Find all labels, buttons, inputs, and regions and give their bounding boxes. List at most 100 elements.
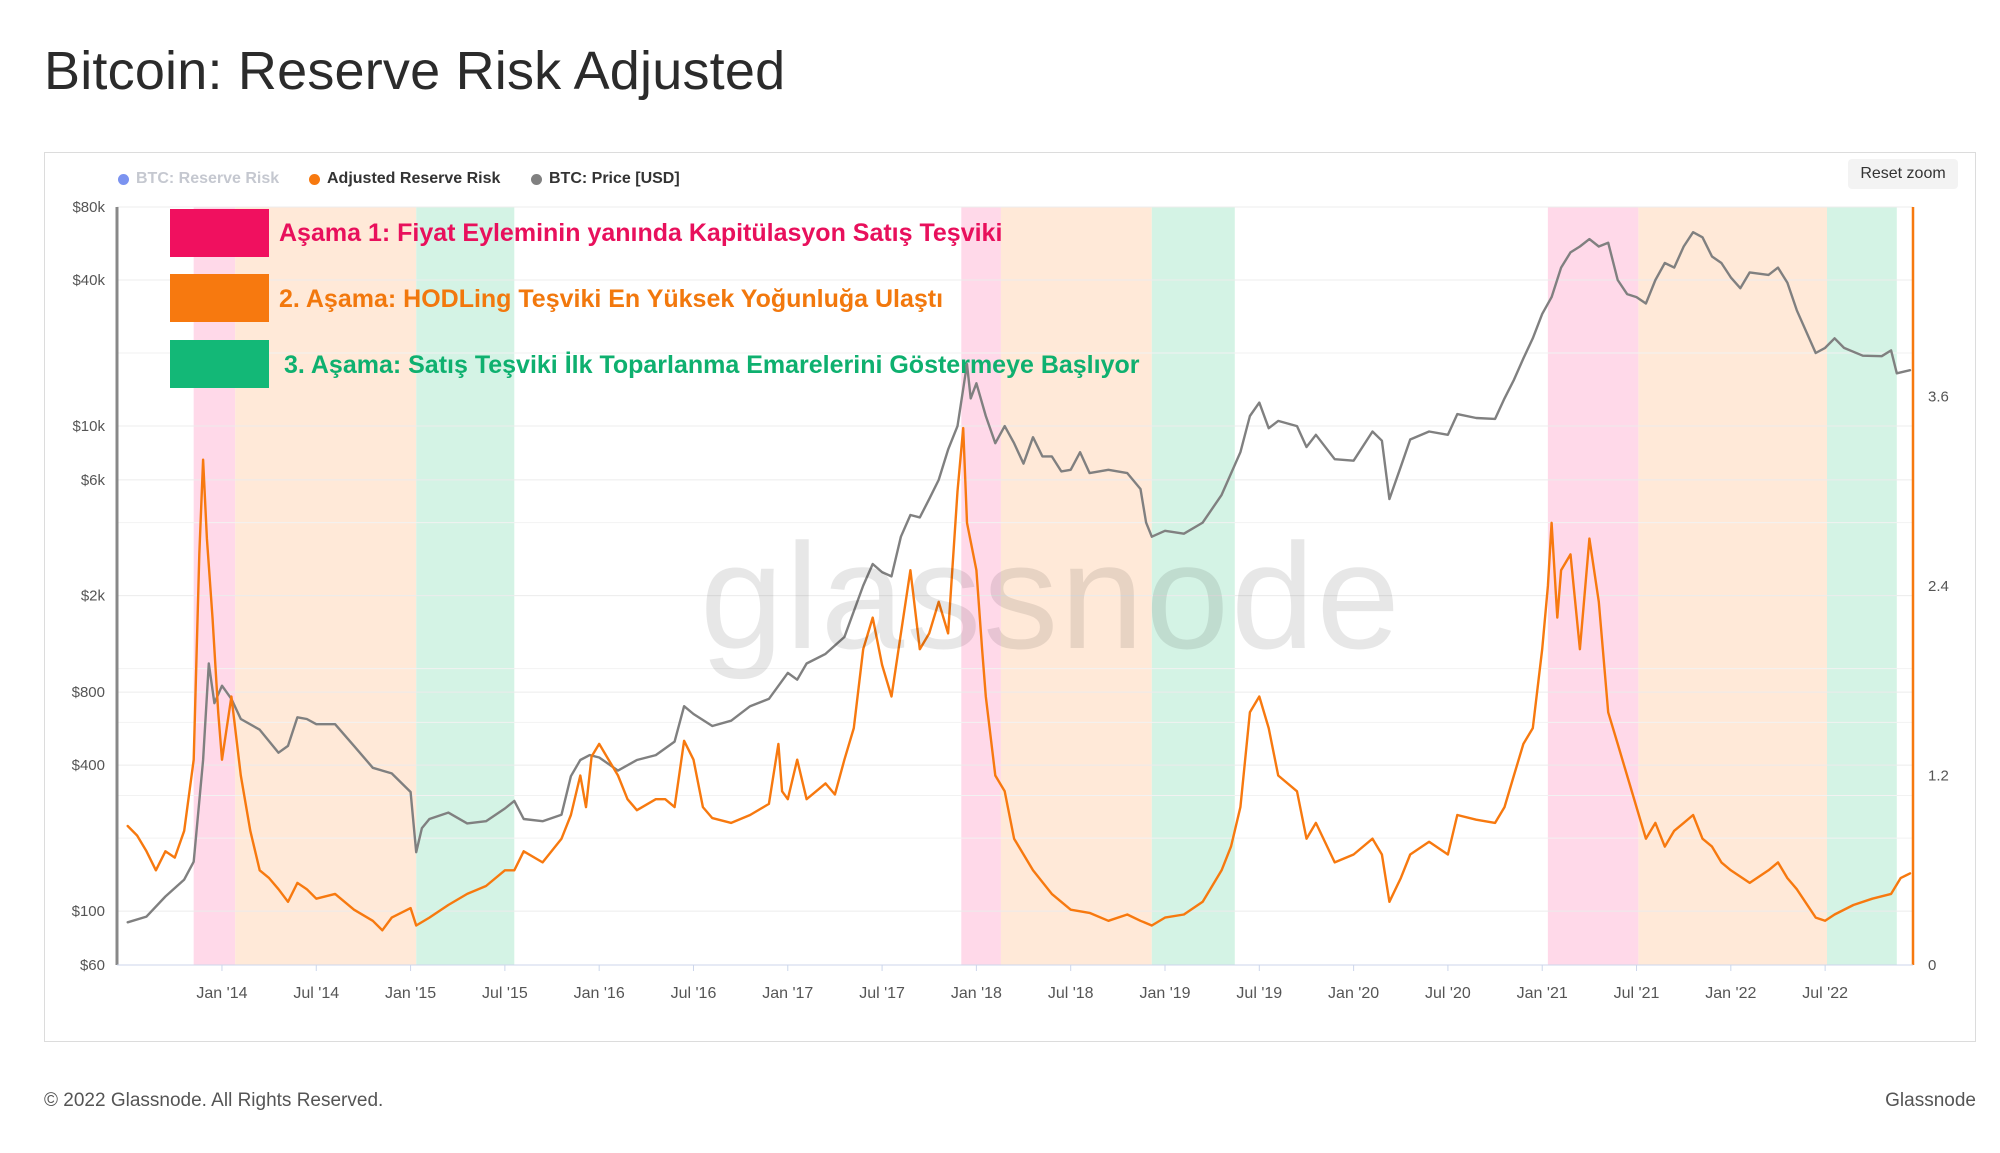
x-tick-label: Jan '18 (951, 985, 1002, 1002)
price-point (636, 759, 638, 761)
price-point (1513, 379, 1515, 381)
reserve-risk-point (655, 798, 657, 800)
price-point (410, 791, 412, 793)
reserve-risk-point (259, 869, 261, 871)
price-point (1239, 451, 1241, 453)
reserve-risk-point (1202, 901, 1204, 903)
reserve-risk-point (834, 793, 836, 796)
x-tick-label: Jul '15 (482, 985, 528, 1002)
reserve-risk-point (198, 553, 200, 556)
reserve-risk-point (1409, 853, 1411, 856)
price-point (485, 820, 487, 822)
reserve-risk-point (240, 774, 242, 777)
phase-band-2 (1638, 207, 1828, 965)
reserve-risk-point (1579, 648, 1581, 650)
x-tick-label: Jul '22 (1802, 985, 1848, 1002)
legend-dot-icon (531, 173, 542, 185)
reserve-risk-point (768, 803, 770, 805)
price-point (692, 713, 695, 715)
y-left-tick-label: $800 (72, 684, 105, 701)
reserve-risk-point (1711, 846, 1713, 848)
reserve-risk-point (1767, 869, 1770, 871)
price-point (1258, 402, 1260, 404)
reserve-risk-point (221, 759, 223, 761)
reserve-risk-point (1522, 743, 1524, 745)
price-point (466, 822, 468, 825)
reserve-risk-point (1569, 553, 1572, 556)
reset-zoom-button[interactable]: Reset zoom (1848, 159, 1958, 189)
reserve-risk-point (636, 809, 638, 811)
price-point (1371, 430, 1374, 433)
price-point (1315, 434, 1317, 436)
x-tick-label: Jul '18 (1048, 985, 1094, 1002)
reserve-risk-point (1532, 727, 1534, 729)
price-point (1701, 236, 1704, 238)
x-tick-label: Jul '21 (1614, 985, 1660, 1002)
reserve-risk-point (1513, 774, 1515, 777)
reserve-risk-point (909, 569, 912, 571)
watermark: glassnode (700, 512, 1402, 680)
y-left-tick-label: $10k (72, 418, 105, 435)
price-point (1664, 262, 1666, 264)
price-point (787, 672, 789, 674)
reserve-risk-point (1447, 853, 1449, 856)
x-tick-label: Jan '22 (1705, 985, 1756, 1002)
price-point (1221, 494, 1223, 496)
price-point (1032, 436, 1034, 438)
price-point (956, 425, 959, 427)
reserve-risk-point (1249, 711, 1251, 713)
price-point (1503, 397, 1506, 399)
legend-item-btc-price[interactable]: BTC: Price [USD] (531, 170, 680, 188)
reserve-risk-point (1051, 893, 1053, 895)
reserve-risk-point (975, 569, 978, 571)
reserve-risk-point (956, 490, 959, 492)
legend-item-reserve-risk[interactable]: BTC: Reserve Risk (118, 170, 279, 188)
reserve-risk-point (127, 825, 129, 827)
price-point (928, 498, 930, 500)
reserve-risk-point (872, 617, 874, 619)
y-left-tick-label: $80k (72, 199, 105, 216)
reserve-risk-point (843, 759, 846, 761)
price-point (1588, 238, 1590, 240)
price-point (1541, 313, 1543, 315)
price-point (127, 921, 129, 923)
price-point (513, 800, 515, 802)
reserve-risk-point (1070, 909, 1072, 911)
reserve-risk-point (1494, 822, 1496, 824)
reserve-risk-point (513, 869, 515, 871)
reserve-risk-point (608, 759, 610, 761)
price-point (1522, 357, 1524, 359)
reserve-risk-point (570, 814, 572, 816)
phase-1-label: Aşama 1: Fiyat Eyleminin yanında Kapitül… (279, 219, 1003, 247)
price-point (523, 818, 525, 820)
price-point (504, 807, 506, 810)
legend-item-adjusted-reserve-risk[interactable]: Adjusted Reserve Risk (309, 170, 500, 188)
price-point (570, 775, 572, 777)
reserve-risk-point (415, 924, 417, 927)
reserve-risk-point (381, 929, 383, 931)
price-point (1202, 522, 1204, 524)
x-tick-label: Jan '21 (1517, 985, 1568, 1002)
reserve-risk-point (1305, 838, 1308, 840)
reserve-risk-point (287, 901, 289, 903)
reserve-risk-point (1834, 913, 1836, 916)
reserve-risk-point (1626, 774, 1628, 777)
reserve-risk-point (1607, 711, 1609, 713)
reserve-risk-point (560, 838, 563, 840)
reserve-risk-point (1720, 861, 1722, 864)
y-right-tick-label: 2.4 (1928, 578, 1949, 595)
price-point (862, 585, 864, 587)
reserve-risk-point (523, 850, 525, 852)
reserve-risk-point (1221, 869, 1223, 871)
phase-2-label: 2. Aşama: HODLing Teşviki En Yüksek Yoğu… (279, 285, 944, 313)
price-point (1786, 282, 1788, 284)
reserve-risk-point (1683, 822, 1685, 824)
price-point (579, 759, 581, 761)
price-point (994, 442, 996, 444)
price-point (296, 716, 298, 718)
reserve-risk-point (1428, 841, 1430, 843)
reserve-risk-point (1126, 913, 1128, 916)
reserve-risk-point (806, 798, 808, 800)
reserve-risk-point (1560, 569, 1562, 571)
